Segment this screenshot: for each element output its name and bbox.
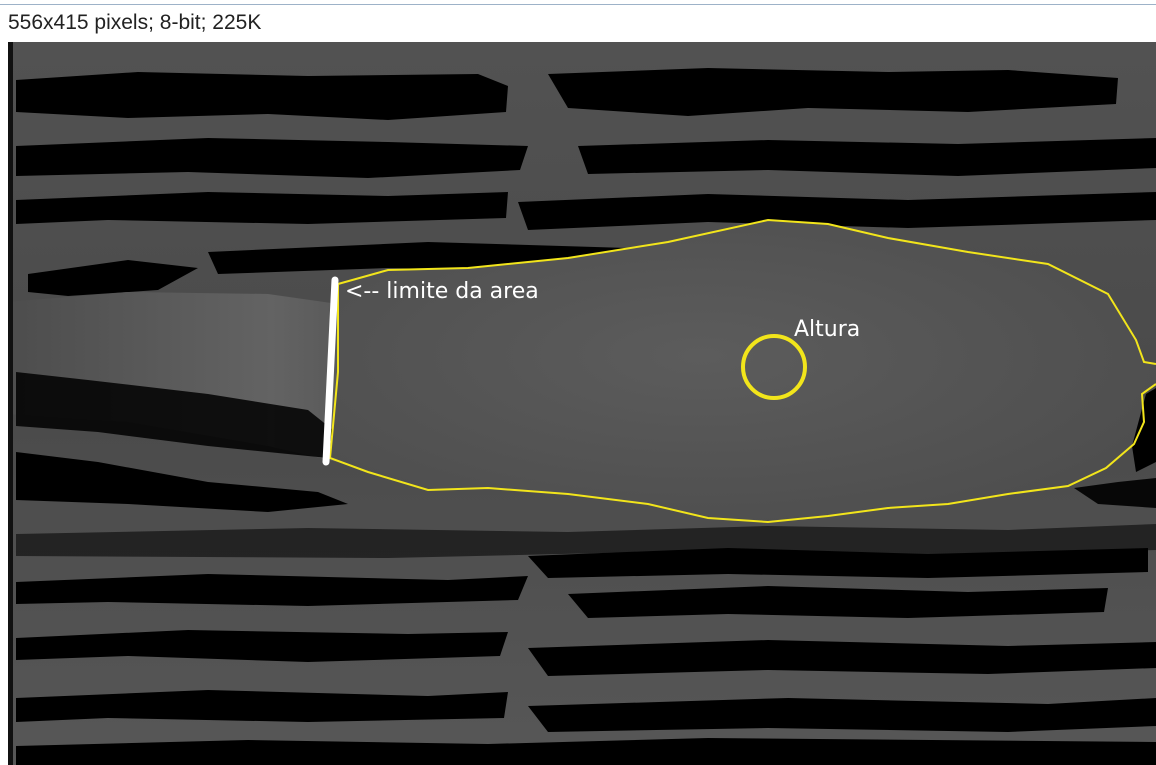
area-limit-label: <-- limite da area: [345, 279, 539, 304]
depth-image: [8, 42, 1156, 765]
window-top-border: [0, 4, 1156, 5]
image-info-text: 556x415 pixels; 8-bit; 225K: [8, 11, 262, 34]
canvas-left-border: [8, 42, 13, 765]
subject-outline: [328, 218, 1156, 524]
height-label: Altura: [794, 317, 861, 342]
right-shadows: [1074, 388, 1156, 508]
lower-stripes: [16, 524, 1156, 765]
arm-shadows: [16, 372, 348, 512]
height-circle-icon: [741, 334, 807, 400]
area-limit-line: [322, 276, 339, 466]
image-canvas[interactable]: <-- limite da area Altura: [8, 42, 1156, 765]
